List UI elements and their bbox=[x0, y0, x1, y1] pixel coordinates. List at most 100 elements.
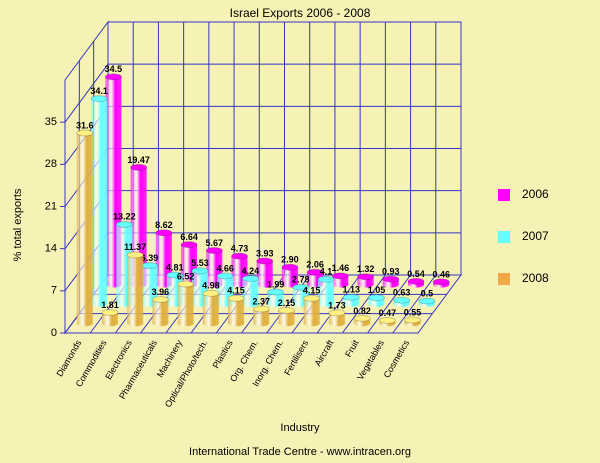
bar bbox=[343, 297, 360, 304]
value-label: 6.39 bbox=[141, 253, 159, 263]
value-label: 2.06 bbox=[306, 260, 324, 270]
bar bbox=[91, 98, 108, 304]
value-label: 1.99 bbox=[267, 279, 285, 289]
x-tick-label: Cosmetics bbox=[382, 338, 412, 380]
bar bbox=[101, 312, 118, 324]
value-label: 0.54 bbox=[407, 269, 425, 279]
bar-top bbox=[155, 229, 173, 237]
value-label: 4.81 bbox=[166, 262, 184, 272]
y-tick-label: 7 bbox=[51, 285, 57, 297]
bar-top bbox=[404, 316, 422, 324]
bar bbox=[127, 254, 144, 324]
bar-top bbox=[277, 306, 295, 314]
bar-top bbox=[256, 257, 274, 265]
value-label: 0.46 bbox=[432, 269, 450, 279]
bar bbox=[256, 260, 273, 285]
bar-top bbox=[241, 274, 259, 282]
bar-top bbox=[216, 272, 234, 280]
bar bbox=[278, 310, 295, 324]
bar-top bbox=[252, 305, 270, 313]
bar bbox=[141, 265, 158, 304]
grid-line bbox=[64, 148, 461, 207]
bar bbox=[253, 309, 270, 324]
value-label: 3.93 bbox=[256, 248, 274, 258]
bar-top bbox=[407, 277, 425, 285]
value-label: 4.1 bbox=[320, 267, 333, 277]
value-label: 4.66 bbox=[216, 263, 234, 273]
value-label: 31.6 bbox=[76, 120, 94, 130]
bar bbox=[332, 275, 349, 285]
grid-line bbox=[64, 105, 461, 165]
bar-top bbox=[367, 294, 385, 302]
value-label: 0.82 bbox=[353, 306, 371, 316]
x-tick-label: Plastics bbox=[211, 338, 235, 370]
legend-swatch bbox=[498, 273, 510, 285]
bar-top bbox=[76, 129, 94, 137]
bar-top bbox=[267, 288, 285, 296]
value-label: 5.67 bbox=[206, 238, 224, 248]
grid-line bbox=[64, 63, 461, 123]
y-axis-label: % total exports bbox=[12, 188, 24, 261]
bar-top bbox=[353, 314, 371, 322]
bar-top bbox=[378, 317, 396, 325]
bar-top bbox=[231, 252, 249, 260]
value-label: 0.47 bbox=[379, 308, 397, 318]
value-label: 1.46 bbox=[332, 263, 350, 273]
bar bbox=[76, 132, 93, 324]
bar bbox=[228, 298, 245, 324]
value-label: 0.93 bbox=[382, 266, 400, 276]
value-label: 1.32 bbox=[357, 264, 375, 274]
value-label: 4.73 bbox=[231, 244, 249, 254]
value-label: 4.98 bbox=[202, 281, 220, 291]
bar bbox=[281, 267, 298, 285]
bar-top bbox=[418, 297, 436, 305]
value-label: 0.63 bbox=[393, 288, 411, 298]
x-axis-label: Industry bbox=[280, 422, 320, 434]
bar bbox=[328, 312, 345, 324]
bar bbox=[177, 284, 194, 324]
value-label: 1.05 bbox=[368, 285, 386, 295]
legend-label: 2006 bbox=[522, 187, 549, 201]
bar-top bbox=[281, 263, 299, 271]
y-tick-label: 0 bbox=[51, 327, 57, 339]
legend-swatch bbox=[498, 231, 510, 243]
bar bbox=[368, 297, 385, 304]
bar-top bbox=[328, 309, 346, 317]
bar-top bbox=[130, 163, 148, 171]
bar-top bbox=[180, 241, 198, 249]
bar-top bbox=[342, 293, 360, 301]
value-label: 13.22 bbox=[113, 212, 136, 222]
value-label: 8.62 bbox=[155, 220, 173, 230]
bar-top bbox=[393, 296, 411, 304]
value-label: 0.5 bbox=[421, 288, 434, 298]
legend-label: 2008 bbox=[522, 271, 549, 285]
x-tick-label: Fertilisers bbox=[282, 338, 310, 377]
value-label: 4.15 bbox=[303, 286, 321, 296]
bar bbox=[357, 276, 374, 285]
value-label: 6.52 bbox=[177, 271, 195, 281]
bar bbox=[242, 278, 259, 304]
value-label: 4.15 bbox=[227, 286, 245, 296]
value-label: 6.64 bbox=[180, 232, 198, 242]
bar-top bbox=[126, 251, 144, 259]
value-label: 1.13 bbox=[342, 285, 360, 295]
value-label: 5.53 bbox=[191, 258, 209, 268]
bar bbox=[152, 299, 169, 324]
y-tick-label: 35 bbox=[45, 116, 57, 128]
value-label: 0.55 bbox=[404, 307, 422, 317]
y-tick-label: 14 bbox=[45, 243, 57, 255]
value-label: 34.5 bbox=[105, 64, 123, 74]
bar-top bbox=[166, 271, 184, 279]
bar bbox=[155, 232, 172, 285]
value-label: 3.96 bbox=[152, 287, 170, 297]
value-label: 1.81 bbox=[101, 300, 119, 310]
bar-top bbox=[115, 220, 133, 228]
value-label: 34.1 bbox=[90, 86, 108, 96]
source: International Trade Centre - www.intrace… bbox=[189, 446, 411, 458]
value-label: 2.37 bbox=[253, 296, 271, 306]
bar bbox=[202, 293, 219, 324]
legend-swatch bbox=[498, 189, 510, 201]
value-label: 4.24 bbox=[242, 266, 260, 276]
bar-top bbox=[104, 73, 122, 81]
value-label: 2.78 bbox=[292, 275, 310, 285]
